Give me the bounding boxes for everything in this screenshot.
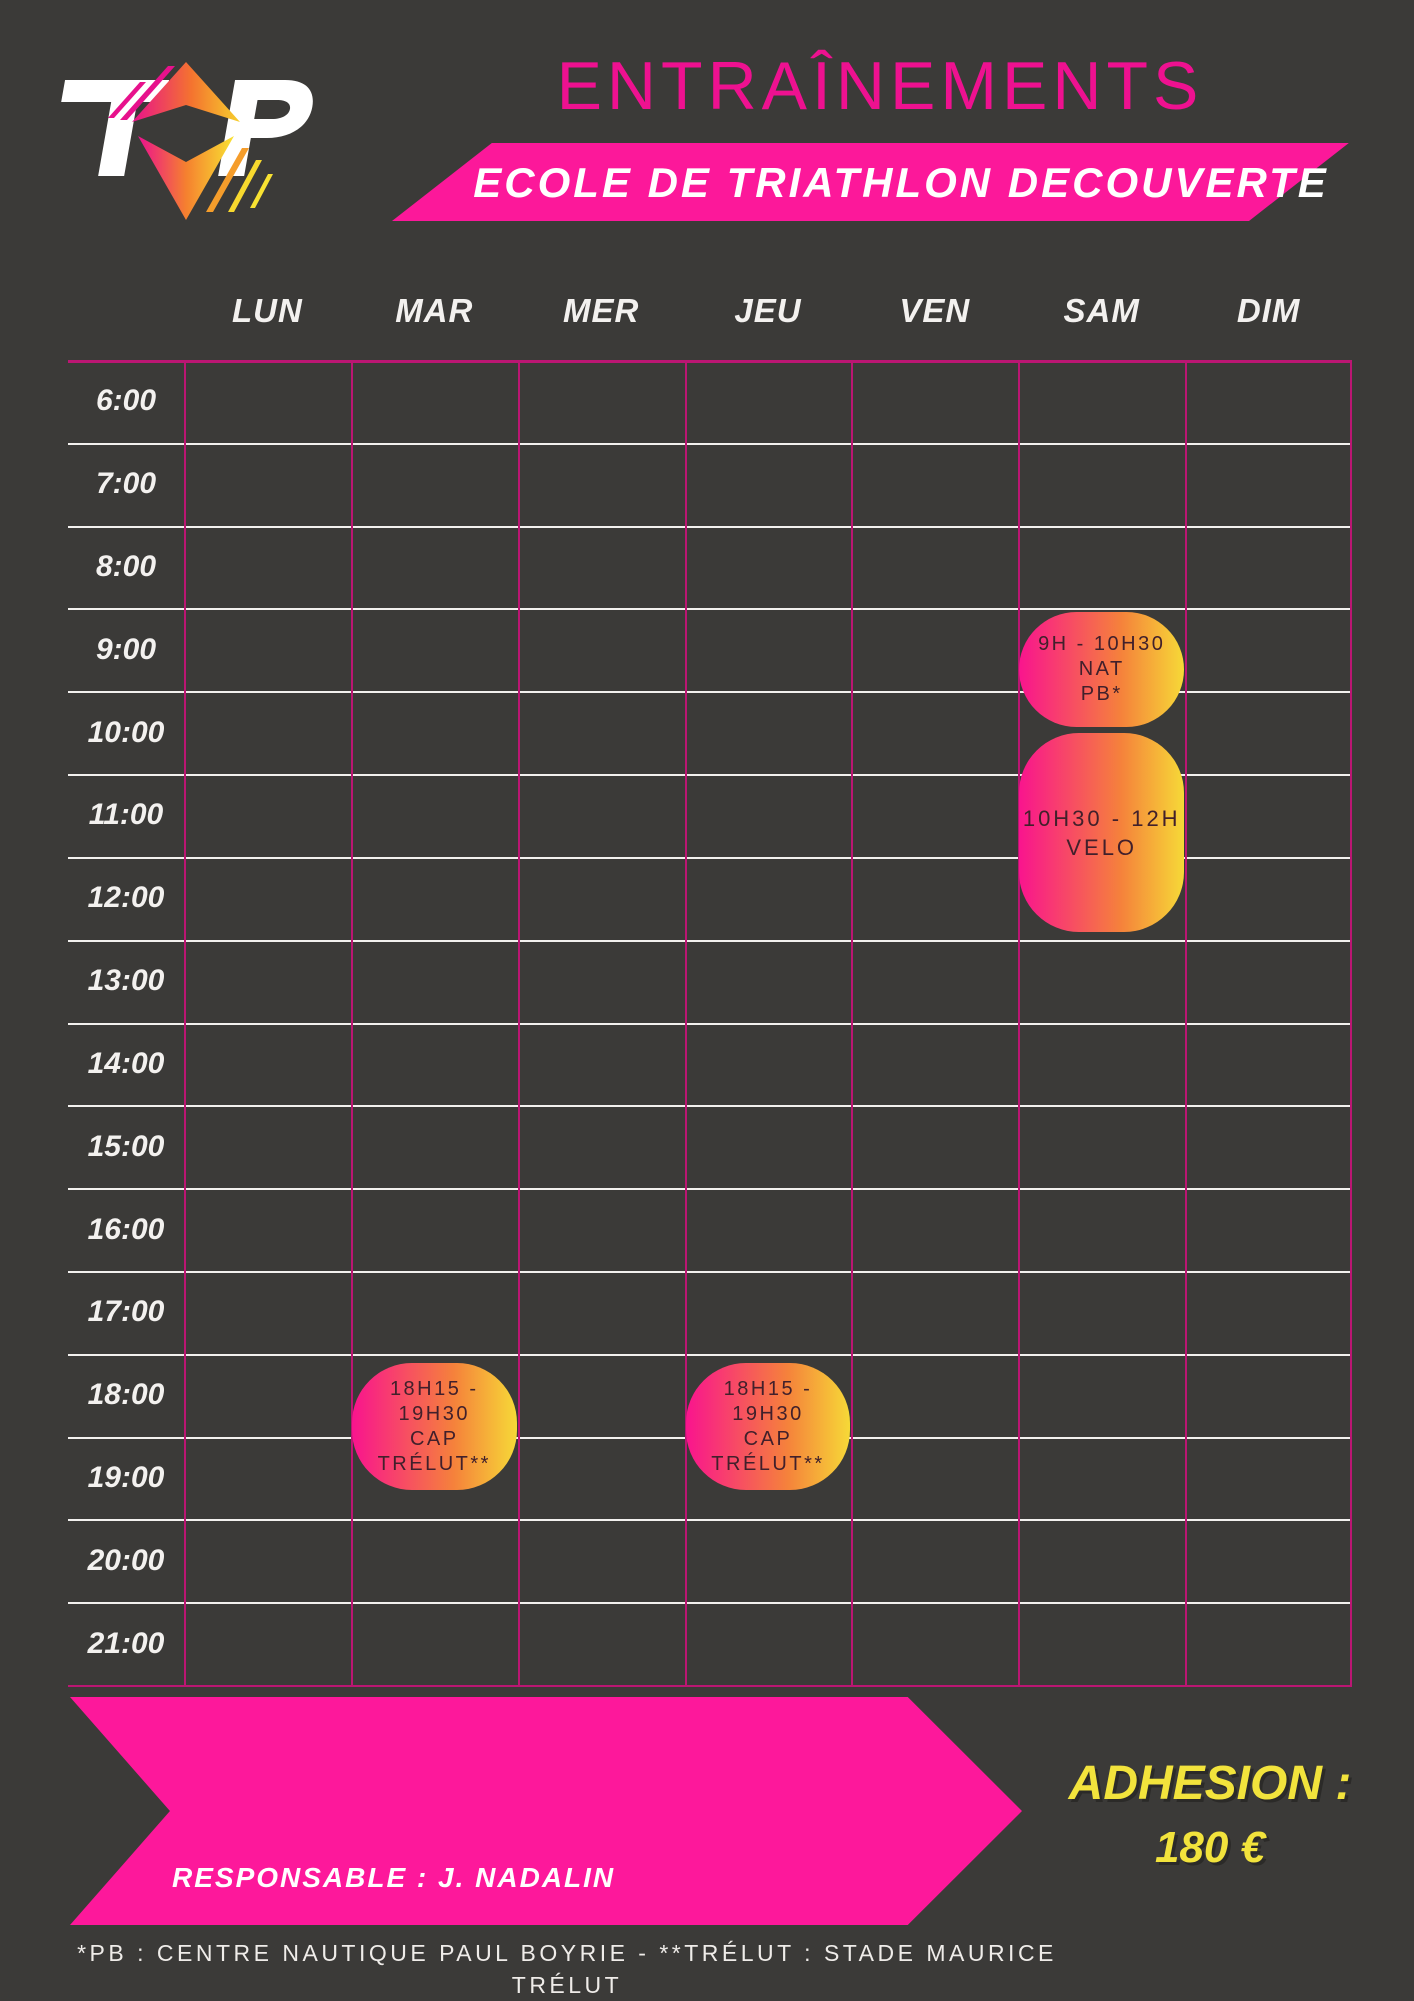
grid-hline [68,1105,1352,1108]
time-label-1200: 12:00 [87,881,165,915]
page-title: ENTRAÎNEMENTS [556,48,1204,124]
grid-hline [68,442,1352,445]
grid-hline [68,1519,1352,1522]
event-line: 18H15 - [389,1377,479,1400]
event-line: CAP [409,1427,459,1450]
grid-hline [68,1602,1352,1605]
grid-hline [68,608,1352,611]
event-line: TRÉLUT** [711,1452,825,1475]
day-header-ven: VEN [899,292,971,329]
event-line: 19H30 [398,1402,470,1425]
logo-diamond-icon [108,62,273,220]
footnote-text: *PB : CENTRE NAUTIQUE PAUL BOYRIE - **TR… [77,1940,1057,1998]
event-line: 19H30 [732,1402,804,1425]
event-line: 10H30 - 12H [1022,805,1181,831]
logo-letter-t [61,80,170,176]
logo-letter-p [218,80,313,176]
day-header-mer: MER [562,292,640,329]
event-line: TRÉLUT** [377,1452,491,1475]
time-label-600: 6:00 [95,384,157,418]
time-label-1600: 16:00 [87,1212,165,1246]
time-label-1400: 14:00 [87,1046,165,1080]
grid-hline [68,939,1352,942]
time-label-1700: 17:00 [87,1295,165,1329]
day-header-lun: LUN [232,292,303,329]
grid-vline [684,360,687,1685]
day-header-jeu: JEU [734,292,802,329]
grid-hline [68,1022,1352,1025]
subtitle-banner-text: ECOLE DE TRIATHLON DECOUVERTE [473,159,1329,206]
adhesion-price: 180 € [1154,1823,1266,1872]
time-label-700: 7:00 [95,467,157,501]
time-label-2100: 21:00 [87,1626,165,1660]
footer-banner-shape [70,1697,1022,1925]
event-cap-jeu: 18H15 -19H30 CAP TRÉLUT** [685,1363,851,1490]
grid-bottom-border [68,1685,1352,1687]
grid-vline [1350,360,1352,1685]
day-header-mar: MAR [395,292,474,329]
grid-top-border [68,360,1352,363]
club-logo [61,62,313,220]
event-cap-mar: 18H15 -19H30 CAP TRÉLUT** [351,1363,517,1490]
grid-hline [68,856,1352,859]
grid-hline [68,1353,1352,1356]
day-header-sam: SAM [1063,292,1140,329]
grid-hline [68,691,1352,694]
event-line: 9H - 10H30 [1038,633,1166,655]
grid-vline [1018,360,1021,1685]
time-label-2000: 20:00 [87,1543,165,1577]
time-label-1800: 18:00 [87,1378,165,1412]
grid-hline [68,525,1352,528]
time-label-800: 8:00 [95,550,157,584]
time-label-1000: 10:00 [87,715,165,749]
event-line: CAP [743,1427,793,1450]
grid-vline [350,360,353,1685]
event-line: PB* [1080,683,1123,705]
event-line: VELO [1066,834,1138,860]
grid-vline [184,360,186,1685]
event-line: 18H15 - [723,1377,813,1400]
time-label-1300: 13:00 [87,964,165,998]
grid-hline [68,774,1352,777]
time-label-1900: 19:00 [87,1460,165,1494]
adhesion-label: ADHESION : [1068,1757,1352,1810]
day-header-dim: DIM [1236,292,1301,329]
event-nat-sam: 9H - 10H30 NAT PB* [1019,612,1185,727]
grid-hline [68,1188,1352,1191]
grid-hline [68,1270,1352,1273]
event-velo-sam: 10H30 - 12H VELO [1019,733,1185,932]
time-label-1100: 11:00 [88,798,164,832]
grid-vline [517,360,520,1685]
event-line: NAT [1078,658,1125,680]
responsable-text: RESPONSABLE : J. NADALIN [172,1862,616,1893]
adhesion-block: ADHESION : 180 € [1040,1756,1380,1876]
grid-vline [1185,360,1188,1685]
time-label-900: 9:00 [95,632,157,666]
grid-vline [851,360,854,1685]
time-label-1500: 15:00 [87,1129,165,1163]
